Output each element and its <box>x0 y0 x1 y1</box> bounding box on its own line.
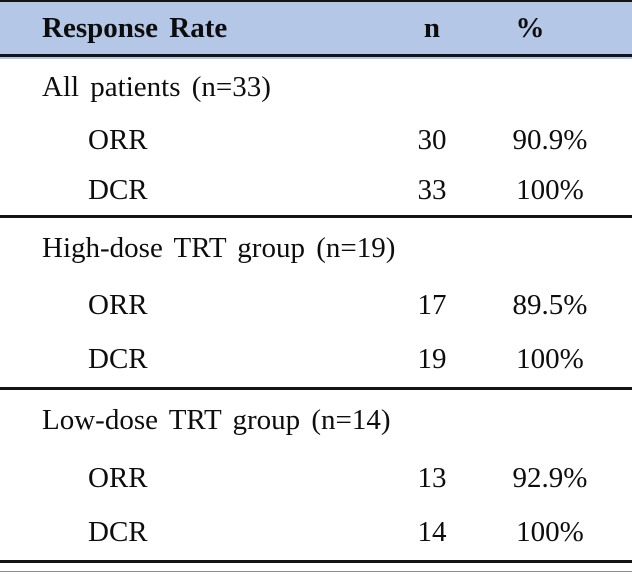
row-n-value: 30 <box>417 123 447 156</box>
row-n-value: 33 <box>417 173 447 206</box>
row-pct-value: 100% <box>516 516 584 549</box>
header-percent-label: % <box>515 11 545 44</box>
row-pct-value: 100% <box>516 343 584 376</box>
table-header-row: Response Rate n % <box>0 0 632 57</box>
bottom-thin-rule <box>0 571 632 572</box>
table-row: ORR 17 89.5% <box>0 279 632 333</box>
section-title-row: Low-dose TRT group (n=14) <box>0 390 632 451</box>
table-row: ORR 13 92.9% <box>0 451 632 505</box>
row-pct-value: 90.9% <box>512 123 588 156</box>
section-high-dose: High-dose TRT group (n=19) ORR 17 89.5% … <box>0 218 632 390</box>
section-title-row: High-dose TRT group (n=19) <box>0 218 632 279</box>
table-row: DCR 19 100% <box>0 333 632 387</box>
row-label: ORR <box>88 123 148 156</box>
table-row: DCR 33 100% <box>0 165 632 215</box>
row-label: ORR <box>88 461 148 494</box>
row-label: DCR <box>88 173 148 206</box>
section-title: All patients (n=33) <box>42 70 271 103</box>
row-n-value: 14 <box>417 516 447 549</box>
row-label: DCR <box>88 343 148 376</box>
row-n-value: 19 <box>417 343 447 376</box>
row-n-value: 17 <box>417 289 447 322</box>
row-pct-value: 100% <box>516 173 584 206</box>
table-row: ORR 30 90.9% <box>0 115 632 165</box>
header-percent: % <box>482 12 632 45</box>
table-row: DCR 14 100% <box>0 506 632 560</box>
row-pct-value: 92.9% <box>512 461 588 494</box>
row-n-value: 13 <box>417 461 447 494</box>
header-response-rate: Response Rate <box>42 11 228 44</box>
header-n: n <box>423 11 441 44</box>
row-label: ORR <box>88 289 148 322</box>
section-title-row: All patients (n=33) <box>0 59 632 115</box>
section-low-dose: Low-dose TRT group (n=14) ORR 13 92.9% D… <box>0 390 632 563</box>
section-all-patients: All patients (n=33) ORR 30 90.9% DCR 33 … <box>0 59 632 218</box>
header-bottom-sliver <box>0 57 632 59</box>
section-title: High-dose TRT group (n=19) <box>42 231 396 264</box>
bottom-gap <box>0 563 632 571</box>
row-pct-value: 89.5% <box>512 289 588 322</box>
section-title: Low-dose TRT group (n=14) <box>42 404 391 437</box>
row-label: DCR <box>88 516 148 549</box>
